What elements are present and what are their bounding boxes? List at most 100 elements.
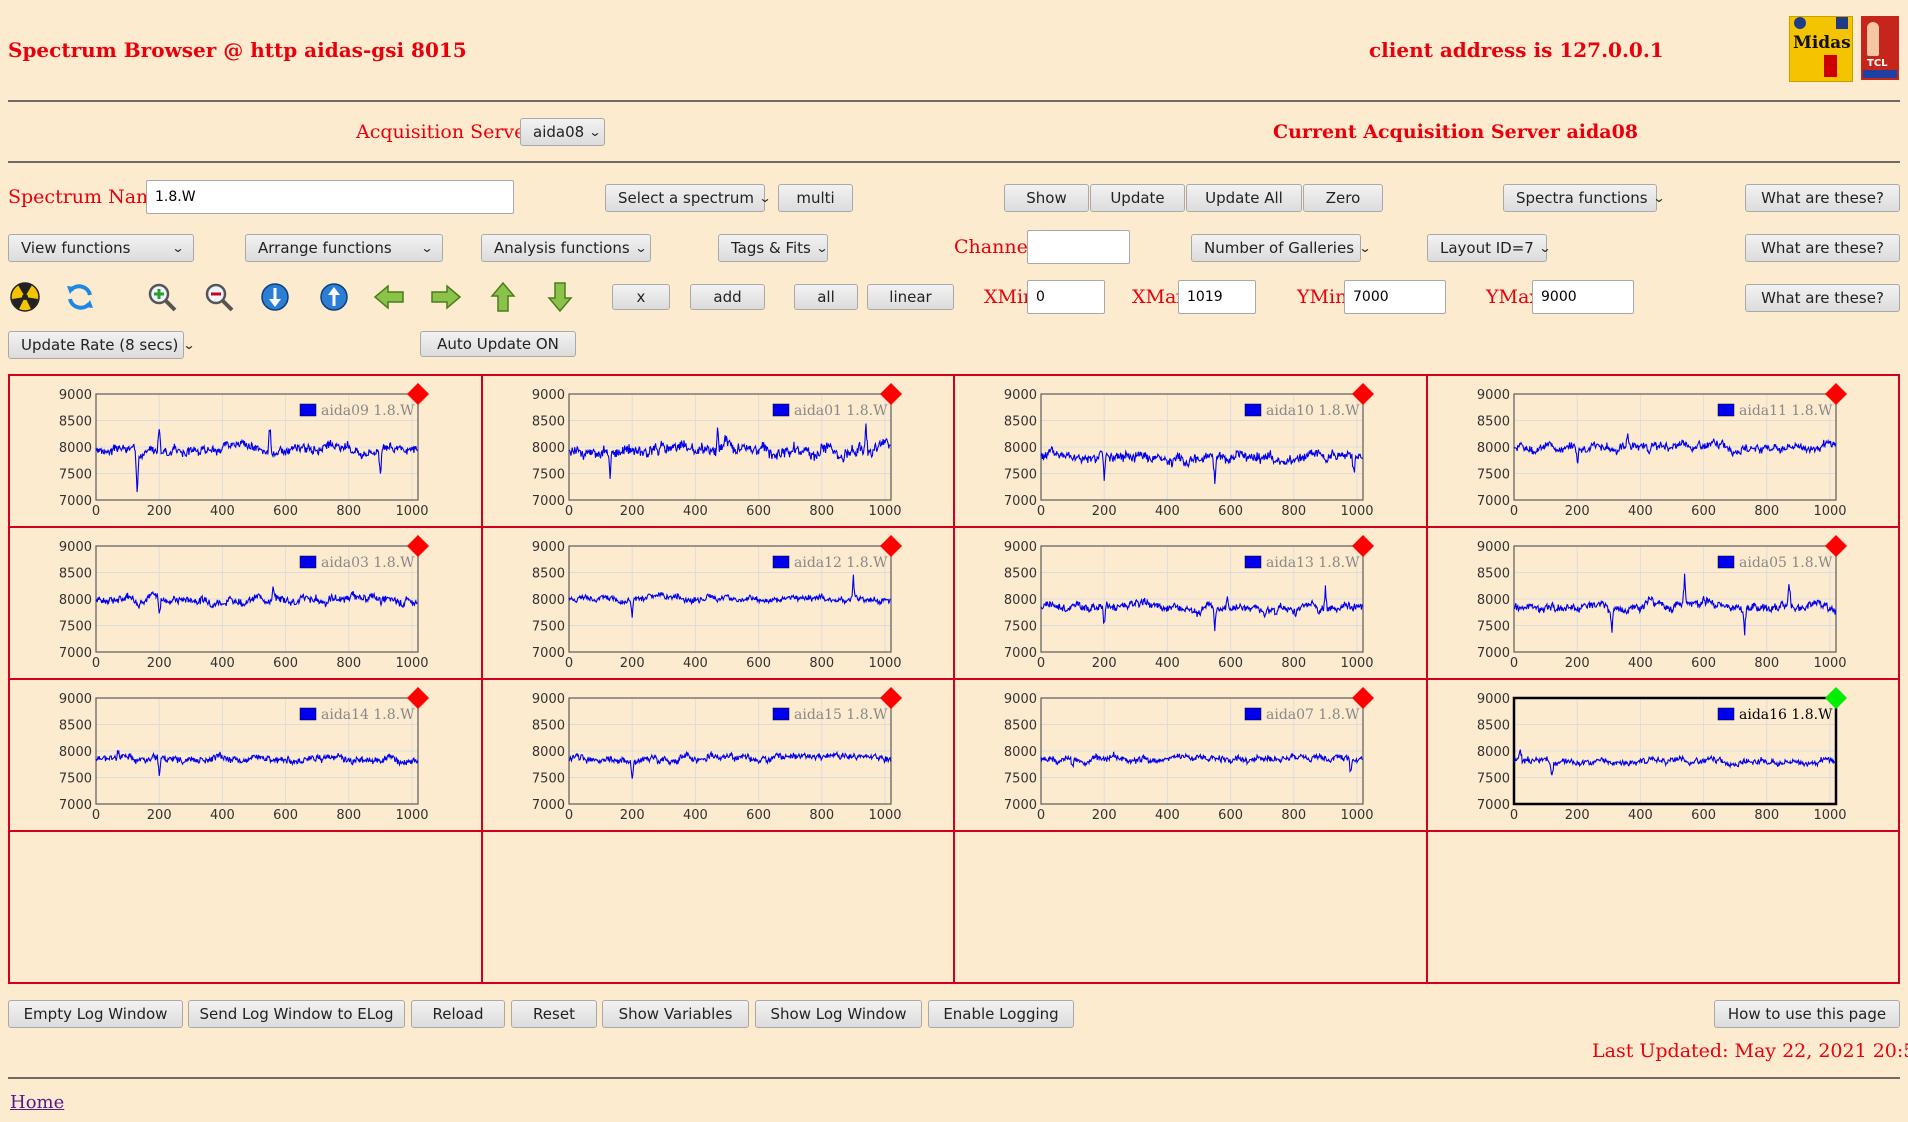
how-to-use-button[interactable]: How to use this page bbox=[1714, 1000, 1900, 1028]
gallery-cell[interactable]: 9000 8500 8000 7500 7000 0 200 400 600 800 1000 aid… bbox=[10, 680, 483, 832]
refresh-icon[interactable] bbox=[64, 281, 96, 313]
ymin-input[interactable]: 7000 bbox=[1344, 280, 1446, 314]
tags-fits-dropdown[interactable]: Tags & Fits ⌄ bbox=[718, 234, 828, 262]
update-rate-dropdown[interactable]: Update Rate (8 secs) ⌄ bbox=[8, 331, 196, 359]
arrow-right-icon[interactable] bbox=[430, 281, 462, 313]
layout-id-dropdown[interactable]: Layout ID=7 ⌄ bbox=[1427, 234, 1551, 262]
reset-button[interactable]: Reset bbox=[511, 1000, 597, 1028]
gallery-cell[interactable]: 9000 8500 8000 7500 7000 0 200 400 600 800 1000 aid… bbox=[955, 528, 1428, 680]
gallery-cell[interactable] bbox=[1428, 832, 1899, 982]
zoom-in-icon[interactable] bbox=[146, 281, 178, 313]
status-diamond-icon[interactable] bbox=[1824, 535, 1847, 557]
status-diamond-icon[interactable] bbox=[1352, 383, 1374, 405]
status-diamond-icon[interactable] bbox=[1352, 687, 1374, 709]
what-are-these-button[interactable]: What are these? bbox=[1745, 284, 1900, 312]
gallery-cell[interactable] bbox=[955, 832, 1428, 982]
gallery-cell[interactable] bbox=[483, 832, 955, 982]
arrow-up-icon[interactable] bbox=[487, 281, 519, 313]
multi-button[interactable]: multi bbox=[778, 184, 853, 212]
auto-update-button[interactable]: Auto Update ON bbox=[420, 331, 576, 357]
gallery-cell[interactable]: 9000 8500 8000 7500 7000 0 200 400 600 800 1000 aid… bbox=[955, 680, 1428, 832]
blue-down-icon[interactable] bbox=[259, 281, 291, 313]
x-button[interactable]: x bbox=[612, 284, 670, 310]
gallery-cell[interactable]: 9000 8500 8000 7500 7000 0 200 400 600 800 1000 aid… bbox=[10, 376, 483, 528]
what-are-these-button[interactable]: What are these? bbox=[1745, 184, 1900, 212]
show-log-window-button[interactable]: Show Log Window bbox=[755, 1000, 922, 1028]
x-tick-label: 200 bbox=[147, 656, 172, 671]
linear-button[interactable]: linear bbox=[867, 284, 954, 310]
gallery-cell[interactable]: 9000 8500 8000 7500 7000 0 200 400 600 800 1000 aid… bbox=[1427, 528, 1898, 680]
status-diamond-icon[interactable] bbox=[407, 687, 429, 709]
status-diamond-icon[interactable] bbox=[879, 687, 902, 709]
channel-input[interactable] bbox=[1027, 230, 1130, 264]
what-are-these-button[interactable]: What are these? bbox=[1745, 234, 1900, 262]
x-tick-label: 1000 bbox=[395, 656, 428, 671]
x-tick-label: 1000 bbox=[868, 504, 901, 519]
zero-button[interactable]: Zero bbox=[1303, 184, 1383, 212]
analysis-functions-dropdown[interactable]: Analysis functions ⌄ bbox=[481, 234, 651, 262]
xmin-input[interactable]: 0 bbox=[1027, 280, 1105, 314]
select-spectrum-dropdown[interactable]: Select a spectrum ⌄ bbox=[605, 184, 772, 212]
update-all-button[interactable]: Update All bbox=[1186, 184, 1302, 212]
spectra-functions-dropdown[interactable]: Spectra functions ⌄ bbox=[1503, 184, 1665, 212]
view-functions-dropdown[interactable]: View functions ⌄ bbox=[8, 234, 194, 262]
radiation-icon[interactable] bbox=[9, 281, 41, 313]
arrow-down-icon[interactable] bbox=[544, 281, 576, 313]
gallery-cell[interactable]: 9000 8500 8000 7500 7000 0 200 400 600 800 1000 aid… bbox=[482, 376, 955, 528]
gallery-cell[interactable]: 9000 8500 8000 7500 7000 0 200 400 600 800 1000 aid… bbox=[10, 528, 483, 680]
blue-up-icon[interactable] bbox=[318, 281, 350, 313]
chevron-down-icon: ⌄ bbox=[758, 191, 772, 205]
status-diamond-icon[interactable] bbox=[407, 383, 429, 405]
empty-log-window-button[interactable]: Empty Log Window bbox=[8, 1000, 183, 1028]
status-diamond-icon[interactable] bbox=[1824, 687, 1847, 709]
zoom-out-icon[interactable] bbox=[203, 281, 235, 313]
spectrum-name-input[interactable]: 1.8.W bbox=[146, 180, 514, 214]
reload-button[interactable]: Reload bbox=[411, 1000, 505, 1028]
xmax-input[interactable]: 1019 bbox=[1178, 280, 1256, 314]
acquisition-server-select[interactable]: aida08 ⌄ bbox=[520, 118, 605, 146]
send-log-to-elog-button[interactable]: Send Log Window to ELog bbox=[188, 1000, 405, 1028]
home-link[interactable]: Home bbox=[10, 1092, 65, 1113]
status-diamond-icon[interactable] bbox=[1824, 383, 1847, 405]
number-of-galleries-dropdown[interactable]: Number of Galleries ⌄ bbox=[1191, 234, 1372, 262]
legend-label: aida03 1.8.W bbox=[321, 555, 415, 571]
gallery-cell[interactable]: 9000 8500 8000 7500 7000 0 200 400 600 800 1000 aid… bbox=[1427, 376, 1898, 528]
enable-logging-button[interactable]: Enable Logging bbox=[928, 1000, 1074, 1028]
status-diamond-icon[interactable] bbox=[879, 535, 902, 557]
gallery-cell[interactable]: 9000 8500 8000 7500 7000 0 200 400 600 800 1000 aid… bbox=[955, 376, 1428, 528]
gallery-cell[interactable]: 9000 8500 8000 7500 7000 0 200 400 600 800 1000 aid… bbox=[1427, 680, 1898, 832]
ymax-input[interactable]: 9000 bbox=[1532, 280, 1634, 314]
gallery-cell[interactable]: 9000 8500 8000 7500 7000 0 200 400 600 800 1000 aid… bbox=[482, 528, 955, 680]
gallery-cell[interactable]: 9000 8500 8000 7500 7000 0 200 400 600 800 1000 aid… bbox=[482, 680, 955, 832]
show-button[interactable]: Show bbox=[1004, 184, 1089, 212]
x-tick-label: 200 bbox=[619, 808, 644, 823]
x-tick-label: 800 bbox=[336, 808, 361, 823]
status-diamond-icon[interactable] bbox=[1352, 535, 1374, 557]
status-diamond-icon[interactable] bbox=[407, 535, 429, 557]
all-button[interactable]: all bbox=[794, 284, 858, 310]
show-variables-button[interactable]: Show Variables bbox=[602, 1000, 749, 1028]
arrow-left-icon[interactable] bbox=[373, 281, 405, 313]
y-tick-label: 9000 bbox=[531, 692, 564, 707]
arrange-functions-dropdown[interactable]: Arrange functions ⌄ bbox=[245, 234, 443, 262]
y-tick-label: 7500 bbox=[1476, 468, 1509, 483]
status-diamond-icon[interactable] bbox=[879, 383, 902, 405]
gallery-cell[interactable] bbox=[10, 832, 483, 982]
add-button[interactable]: add bbox=[690, 284, 765, 310]
y-tick-label: 7000 bbox=[531, 494, 564, 509]
x-tick-label: 200 bbox=[1092, 504, 1117, 519]
y-tick-label: 7000 bbox=[531, 798, 564, 813]
update-button[interactable]: Update bbox=[1090, 184, 1185, 212]
